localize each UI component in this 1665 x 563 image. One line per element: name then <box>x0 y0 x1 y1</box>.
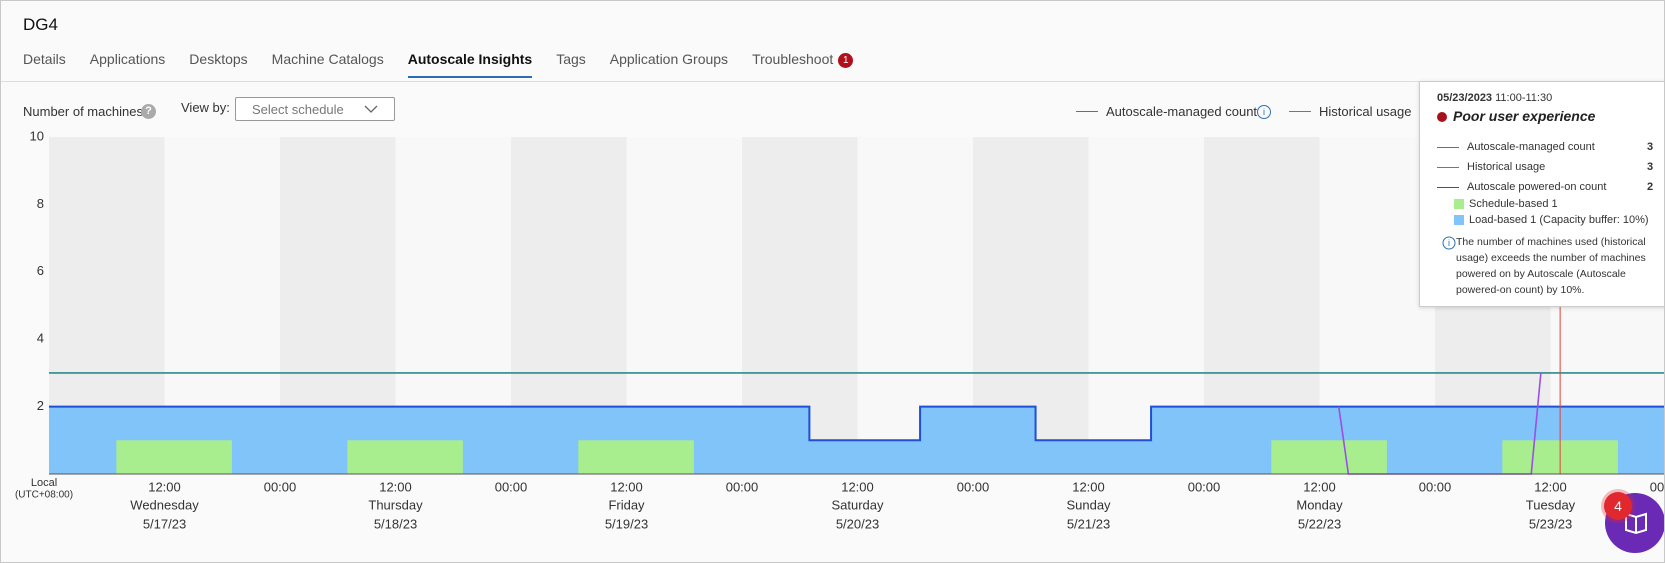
tab[interactable]: Desktops <box>189 51 247 78</box>
schedule-block <box>116 440 232 474</box>
x-tick-label: 12:00 <box>1303 479 1336 494</box>
x-tick-label: 12:00 <box>148 479 181 494</box>
x-axis-label: Local <box>31 477 57 489</box>
chevron <box>364 105 378 113</box>
x-day-label: Wednesday <box>130 497 199 512</box>
legend-label: Historical usage <box>1319 104 1412 119</box>
x-day-label: Saturday <box>831 497 884 512</box>
tooltip-time: 11:00-11:30 <box>1495 92 1553 104</box>
select-placeholder: Select schedule <box>252 102 344 117</box>
y-tick-label: 6 <box>37 263 44 278</box>
tooltip-row-swatch <box>1437 147 1459 148</box>
x-tick-label: 00:00 <box>264 479 297 494</box>
x-tick-label: 12:00 <box>610 479 643 494</box>
tooltip-status: Poor user experience <box>1453 108 1596 124</box>
x-date-label: 5/22/23 <box>1298 516 1341 531</box>
svg-text:i: i <box>1448 238 1450 248</box>
tab-label: Troubleshoot <box>752 51 834 67</box>
tooltip-row-value: 2 <box>1647 181 1654 193</box>
x-day-label: Friday <box>608 497 645 512</box>
x-tick-label: 00:00 <box>495 479 528 494</box>
tab[interactable]: Tags <box>556 51 586 78</box>
x-tick-label: 12:00 <box>841 479 874 494</box>
tab-badge: 1 <box>838 53 854 68</box>
tab-label: Desktops <box>189 51 248 67</box>
x-tick-label: 00:00 <box>1650 479 1665 494</box>
x-axis-sublabel: (UTC+08:00) <box>15 490 73 501</box>
tooltip: 05/23/2023 11:00-11:30 Poor user experie… <box>1419 81 1664 307</box>
status-dot <box>1437 112 1447 122</box>
schedule-block <box>578 440 694 474</box>
legend-swatch <box>1076 111 1098 112</box>
tab-bar: Details Applications Desktops Machine Catal… <box>23 51 854 78</box>
tab[interactable]: Troubleshoot 1 <box>752 51 854 78</box>
tooltip-row-label: Historical usage <box>1467 161 1546 173</box>
x-tick-label: 00:00 <box>1419 479 1452 494</box>
info-icon: i <box>1442 236 1456 250</box>
tab-label: Applications <box>89 51 166 67</box>
help-launcher-icon <box>1625 512 1647 535</box>
legend-label: Autoscale-managed count <box>1106 104 1258 119</box>
x-date-label: 5/17/23 <box>143 516 186 531</box>
schedule-select[interactable]: Select schedule <box>235 97 395 121</box>
schedule-block <box>347 440 463 474</box>
tab[interactable]: Applications <box>90 51 166 78</box>
x-date-label: 5/20/23 <box>836 516 879 531</box>
tab[interactable]: Application Groups <box>610 51 728 78</box>
y-tick-label: 4 <box>37 331 44 346</box>
legend-swatch <box>1289 111 1311 112</box>
help-icon[interactable]: ? <box>141 104 156 119</box>
x-day-label: Thursday <box>368 497 423 512</box>
y-tick-label: 2 <box>37 398 44 413</box>
tooltip-row-swatch <box>1437 167 1459 168</box>
x-date-label: 5/21/23 <box>1067 516 1110 531</box>
x-date-label: 5/19/23 <box>605 516 648 531</box>
x-tick-label: 00:00 <box>1188 479 1221 494</box>
x-day-label: Monday <box>1296 497 1343 512</box>
tab[interactable]: Machine Catalogs <box>272 51 384 78</box>
tooltip-row-label: Autoscale powered-on count <box>1467 181 1607 193</box>
x-tick-label: 00:00 <box>957 479 990 494</box>
page-title: DG4 <box>23 15 58 34</box>
tooltip-row-value: 3 <box>1647 141 1654 153</box>
y-tick-label: 8 <box>37 196 44 211</box>
tab[interactable]: Autoscale Insights <box>407 51 533 78</box>
tab[interactable]: Details <box>23 51 66 78</box>
tab-label: Machine Catalogs <box>271 51 384 67</box>
view-by-label: View by: <box>181 100 230 115</box>
tab-label: Tags <box>556 51 586 67</box>
tooltip-breakdown-swatch <box>1454 199 1464 209</box>
tooltip-date: 05/23/2023 <box>1437 92 1493 104</box>
tooltip-row-label: Autoscale-managed count <box>1467 141 1595 153</box>
powered-on-line <box>49 405 1664 442</box>
tooltip-breakdown-label: Load-based 1 (Capacity buffer: 10%) <box>1469 214 1649 226</box>
notification-badge[interactable]: 4 <box>1604 492 1632 520</box>
x-date-label: 5/23/23 <box>1529 516 1572 531</box>
x-day-label: Tuesday <box>1526 497 1576 512</box>
tooltip-row-value: 3 <box>1647 161 1654 173</box>
schedule-block <box>1271 440 1387 474</box>
tooltip-breakdown-label: Schedule-based 1 <box>1469 198 1558 210</box>
x-date-label: 5/18/23 <box>374 516 417 531</box>
divider <box>1 81 1664 82</box>
tab-label: Application Groups <box>609 51 729 67</box>
tooltip-row-swatch <box>1437 187 1459 188</box>
y-tick-label: 10 <box>30 128 44 143</box>
x-tick-label: 12:00 <box>379 479 412 494</box>
x-tick-label: 12:00 <box>1072 479 1105 494</box>
x-tick-label: 00:00 <box>726 479 759 494</box>
x-day-label: Sunday <box>1066 497 1111 512</box>
y-axis-label: Number of machines <box>23 104 143 119</box>
legend-info-icon: i <box>1257 105 1271 119</box>
x-tick-label: 12:00 <box>1534 479 1567 494</box>
tab-label: Details <box>23 51 66 67</box>
tooltip-note: The number of machines used (historical … <box>1456 236 1646 296</box>
tooltip-breakdown-swatch <box>1454 215 1464 225</box>
tab-label: Autoscale Insights <box>407 51 533 67</box>
